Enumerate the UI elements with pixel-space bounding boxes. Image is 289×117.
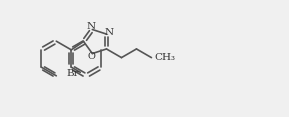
Text: CH₃: CH₃ — [154, 53, 175, 62]
Text: O: O — [87, 52, 95, 61]
Text: N: N — [105, 28, 114, 37]
Text: N: N — [87, 22, 96, 31]
Text: Br: Br — [66, 69, 79, 77]
